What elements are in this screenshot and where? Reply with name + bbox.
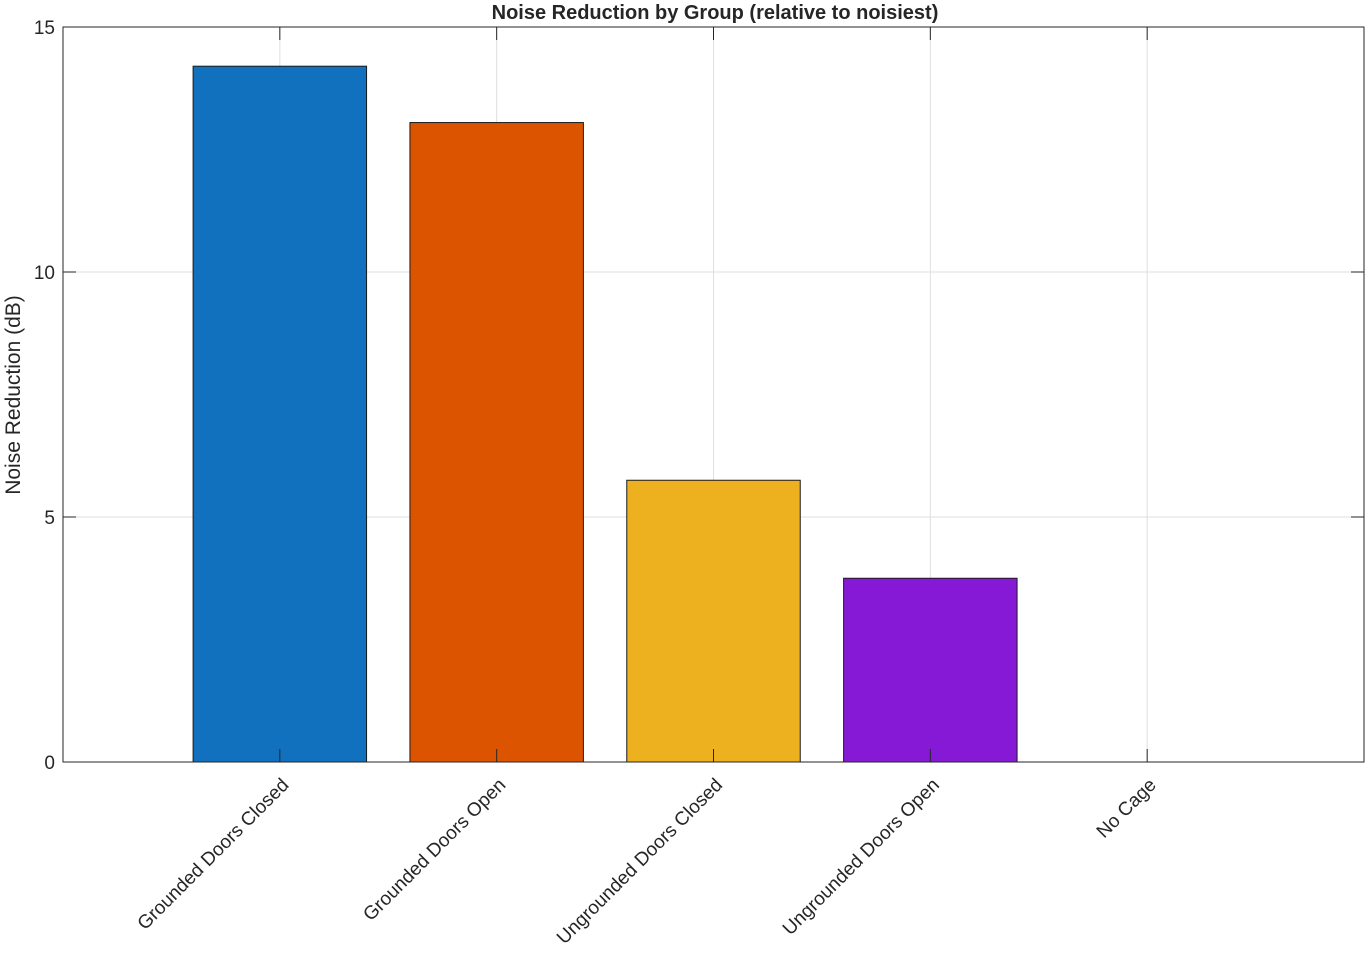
x-tick-label: Ungrounded Doors Closed (553, 775, 727, 949)
bar-grounded-doors-closed (192, 65, 368, 763)
x-tick-label: Grounded Doors Closed (134, 775, 294, 935)
bar-ungrounded-doors-open (843, 577, 1018, 763)
y-axis-label: Noise Reduction (dB) (2, 295, 25, 495)
bar-grounded-doors-open (409, 122, 584, 763)
bar-layer (192, 65, 1018, 763)
y-tick-label: 0 (44, 753, 55, 774)
y-tick-label: 15 (34, 18, 55, 39)
chart-title: Noise Reduction by Group (relative to no… (492, 2, 939, 24)
bar-ungrounded-doors-closed (626, 479, 801, 763)
x-tick-label: Grounded Doors Open (359, 775, 510, 926)
x-tick-label: Ungrounded Doors Open (779, 775, 944, 940)
y-tick-label: 10 (34, 263, 55, 284)
x-tick-label: No Cage (1093, 775, 1161, 843)
y-tick-label: 5 (44, 508, 55, 529)
